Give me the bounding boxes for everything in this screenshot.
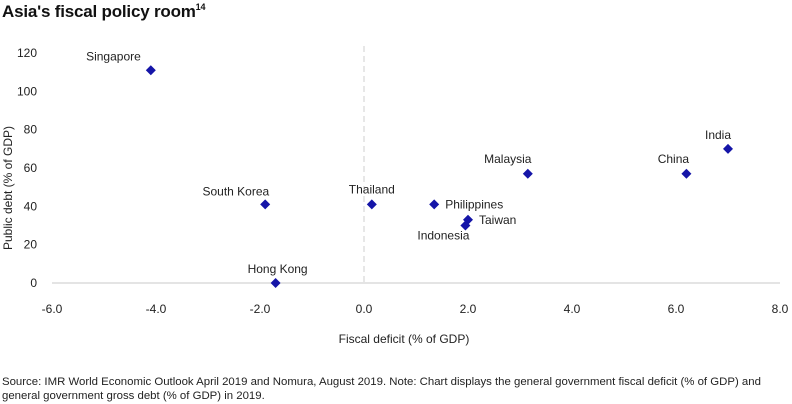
y-tick-label: 100 <box>17 84 37 98</box>
title-footnote-marker: 14 <box>195 2 206 12</box>
data-point-diamond <box>270 278 281 288</box>
chart-title: Asia's fiscal policy room14 <box>2 2 205 22</box>
data-point-label: Singapore <box>86 49 141 63</box>
chart-title-text: Asia's fiscal policy room <box>2 2 196 21</box>
y-tick-label: 20 <box>24 238 38 252</box>
data-point-diamond <box>429 199 440 210</box>
data-point-label: Hong Kong <box>248 262 308 276</box>
data-point-diamond <box>681 168 692 179</box>
y-tick-label: 40 <box>24 199 38 213</box>
data-point-label: Taiwan <box>479 213 516 227</box>
data-points <box>145 65 733 288</box>
data-point-diamond <box>366 199 377 210</box>
x-tick-label: 0.0 <box>356 302 373 316</box>
x-tick-label: 6.0 <box>668 302 685 316</box>
x-axis-title: Fiscal deficit (% of GDP) <box>339 332 470 346</box>
x-tick-label: -4.0 <box>146 302 167 316</box>
data-point-label: China <box>658 152 690 166</box>
y-axis-title: Public debt (% of GDP) <box>1 126 15 250</box>
data-point-diamond <box>522 168 533 179</box>
x-tick-label: 4.0 <box>564 302 581 316</box>
y-tick-label: 60 <box>24 161 38 175</box>
x-tick-label: 2.0 <box>460 302 477 316</box>
data-point-labels: Singapore South Korea Hong Kong Thailand Phi… <box>86 49 731 276</box>
data-point-diamond <box>260 199 271 210</box>
y-tick-label: 120 <box>17 46 37 60</box>
source-note: Source: IMR World Economic Outlook April… <box>2 376 761 402</box>
y-axis-ticks: 0 20 40 60 80 100 120 <box>17 46 37 290</box>
data-point-label: Philippines <box>445 197 503 211</box>
data-point-label: India <box>705 128 731 142</box>
data-point-diamond <box>723 143 733 154</box>
x-axis-ticks: -6.0 -4.0 -2.0 0.0 2.0 4.0 6.0 8.0 <box>42 302 789 316</box>
data-point-label: Thailand <box>349 182 395 196</box>
data-point-label: Malaysia <box>484 152 532 166</box>
x-tick-label: -6.0 <box>42 302 63 316</box>
data-point-label: South Korea <box>202 184 269 198</box>
data-point-label: Indonesia <box>417 229 469 243</box>
y-tick-label: 0 <box>30 276 37 290</box>
x-tick-label: 8.0 <box>772 302 789 316</box>
y-tick-label: 80 <box>24 123 38 137</box>
data-point-diamond <box>145 65 156 76</box>
data-point-diamond <box>460 220 471 231</box>
x-tick-label: -2.0 <box>250 302 271 316</box>
